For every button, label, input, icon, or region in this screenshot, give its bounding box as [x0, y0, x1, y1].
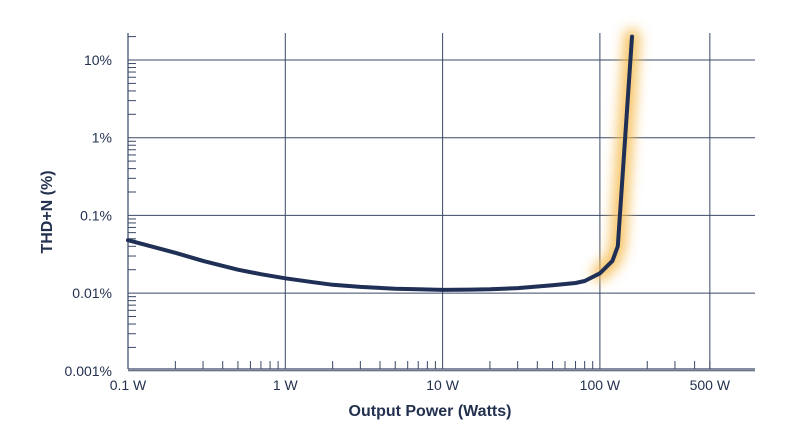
x-tick-label: 10 W — [426, 377, 459, 393]
y-tick-label: 10% — [84, 52, 112, 68]
y-tick-label: 1% — [92, 130, 112, 146]
minor-ticks — [128, 36, 711, 369]
x-tick-label: 1 W — [273, 377, 299, 393]
x-tick-labels: 0.1 W 1 W 10 W 100 W 500 W — [110, 377, 731, 393]
highlight-glow — [591, 28, 640, 282]
clipping-highlight — [591, 28, 640, 282]
x-axis-label: Output Power (Watts) — [349, 403, 512, 420]
x-tick-label: 500 W — [690, 377, 731, 393]
y-axis-label: THD+N (%) — [39, 170, 56, 253]
y-tick-label: 0.001% — [65, 363, 112, 379]
gridlines — [128, 33, 755, 372]
plot-frame — [127, 33, 755, 370]
y-tick-label: 0.1% — [80, 207, 112, 223]
series-layer — [126, 34, 634, 292]
y-tick-label: 0.01% — [72, 285, 112, 301]
y-tick-labels: 0.001% 0.01% 0.1% 1% 10% — [65, 52, 112, 379]
thd-n-curve — [126, 34, 634, 292]
x-tick-label: 100 W — [580, 377, 621, 393]
x-tick-label: 0.1 W — [110, 377, 147, 393]
